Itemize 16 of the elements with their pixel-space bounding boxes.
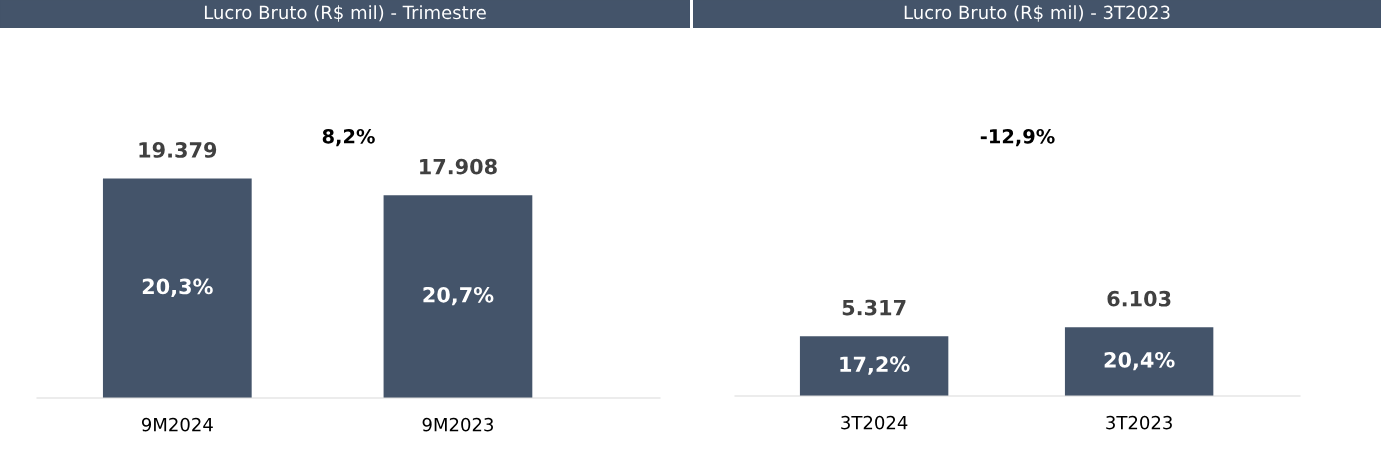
chart-title: Lucro Bruto (R$ mil) - 3T2023 (904, 5, 1170, 22)
chart-title: Lucro Bruto (R$ mil) - Trimestre (204, 5, 486, 22)
data-label: 6.103 (1107, 290, 1171, 307)
x-tick-label: 3T2024 (841, 415, 908, 430)
data-label: 17.908 (420, 158, 497, 175)
text: 8,2% (322, 128, 375, 147)
annotation: 17,2% (840, 356, 910, 375)
data-label: 19.379 (139, 142, 217, 158)
annotation: 20,3% (142, 278, 213, 297)
annotation: 20,7% (423, 286, 494, 306)
data-label: 5.317 (842, 299, 906, 316)
x-tick-label: 9M2023 (422, 417, 494, 432)
x-tick-label: 9M2024 (141, 417, 213, 432)
x-tick-label: 3T2023 (1106, 415, 1172, 430)
text: -12,9% (980, 128, 1055, 147)
annotation: 20,4% (1104, 351, 1175, 371)
